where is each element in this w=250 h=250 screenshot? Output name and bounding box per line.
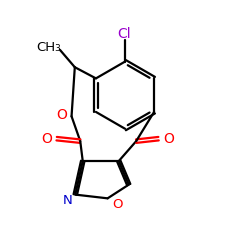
Text: CH: CH (37, 41, 56, 54)
Text: Cl: Cl (117, 27, 130, 41)
Text: O: O (57, 108, 68, 122)
Text: O: O (112, 198, 123, 211)
Text: O: O (41, 132, 52, 146)
Text: 3: 3 (54, 44, 60, 53)
Text: N: N (63, 194, 73, 207)
Text: O: O (163, 132, 174, 146)
